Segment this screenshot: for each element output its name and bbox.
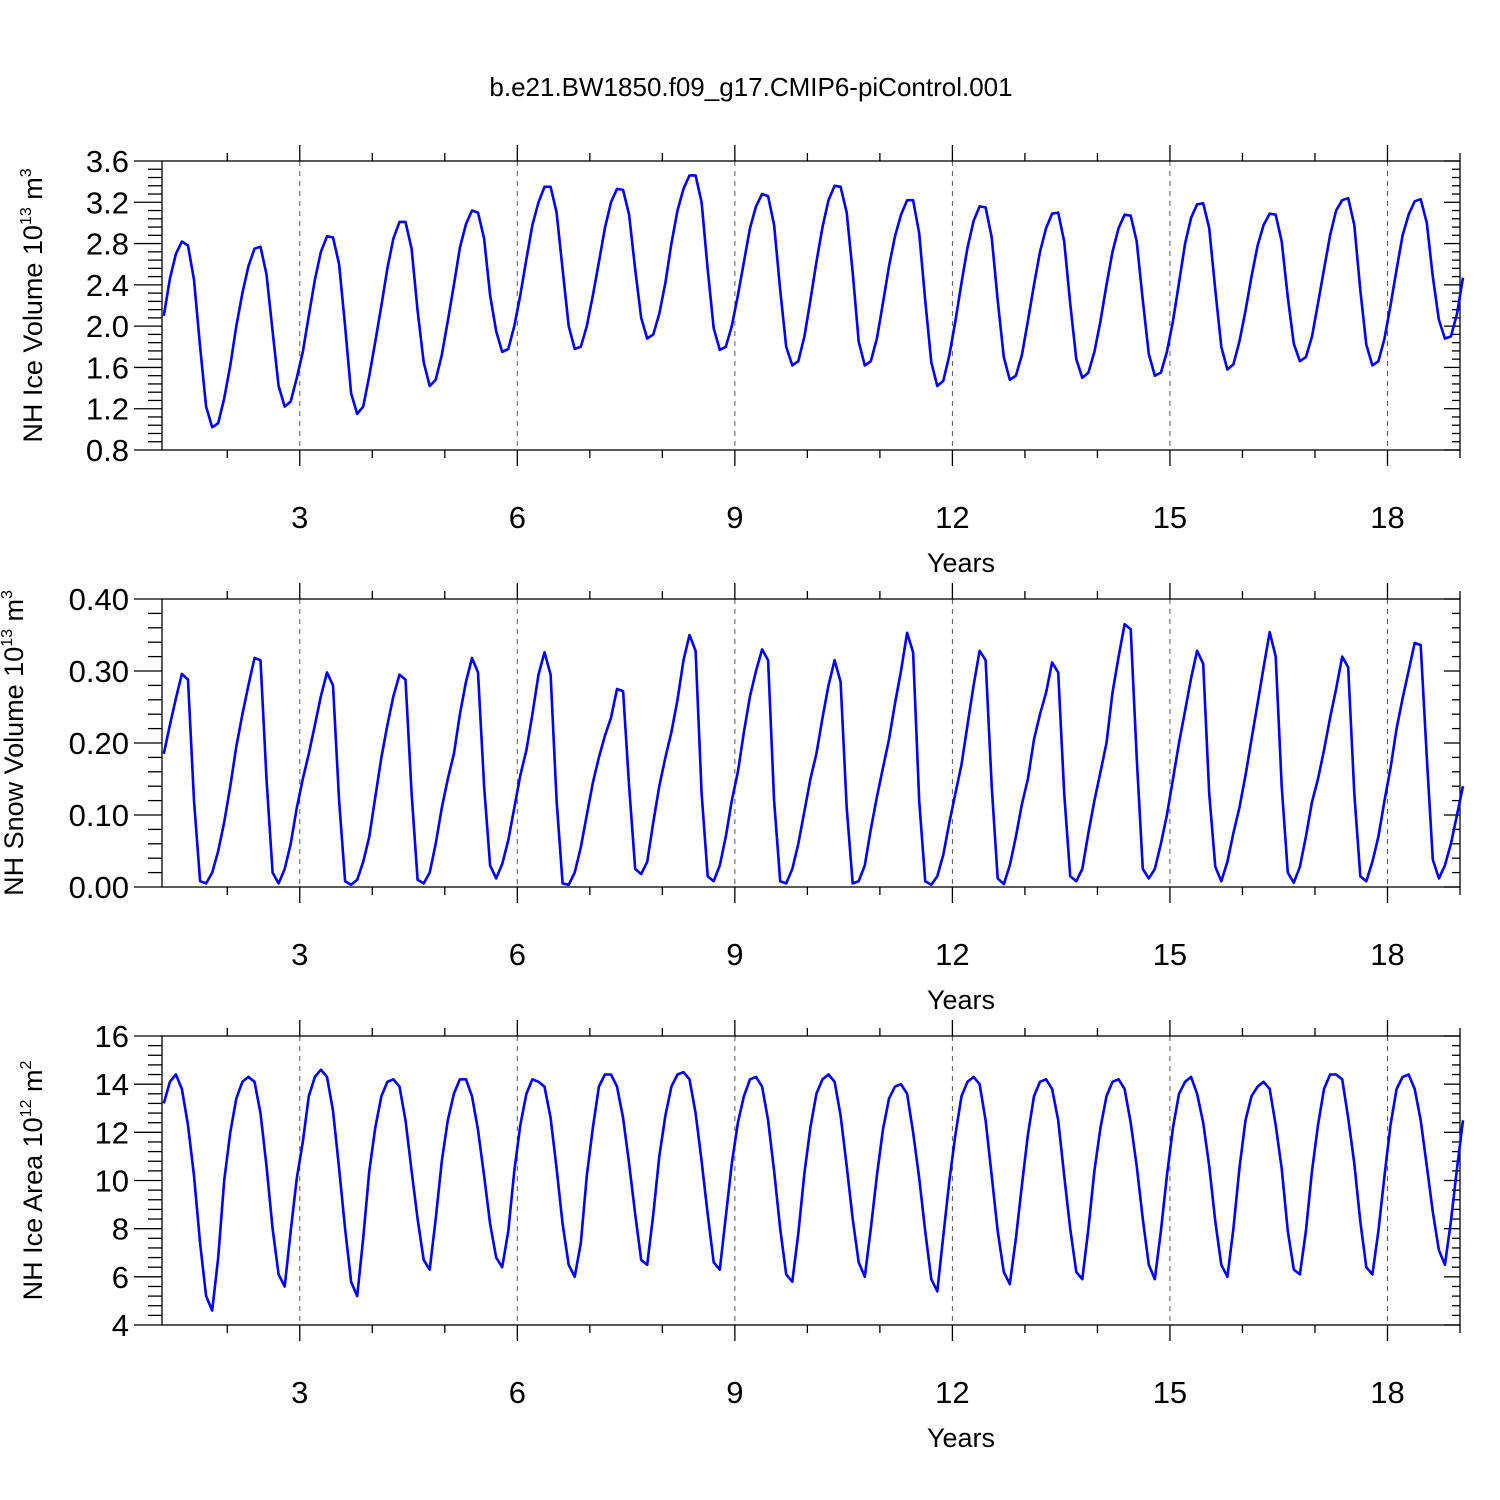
chart-title: b.e21.BW1850.f09_g17.CMIP6-piControl.001 xyxy=(489,72,1012,102)
plot-frame xyxy=(161,598,1461,888)
y-tick-label: 1.6 xyxy=(86,350,129,385)
y-tick-label: 12 xyxy=(95,1115,129,1150)
x-tick-label: 6 xyxy=(509,1375,526,1410)
chart-panels: 3 6 9 12 15 18 0.8 1.2 1.6 2.0 2.4 2.8 3.2 3.6 Years NH… xyxy=(0,144,1465,1453)
series-line-ice-area xyxy=(162,1068,1465,1312)
series-line-ice-volume xyxy=(162,174,1465,429)
x-tick-label: 6 xyxy=(509,500,526,535)
y-tick-label: 0.40 xyxy=(69,582,129,617)
plot-frame xyxy=(161,1035,1461,1326)
x-tick-label: 12 xyxy=(935,500,969,535)
plot-frame xyxy=(161,160,1461,451)
y-tick-label: 2.8 xyxy=(86,227,129,262)
y-tick-label: 10 xyxy=(95,1164,129,1199)
y-tick-label: 1.2 xyxy=(86,392,129,427)
y-tick-label: 14 xyxy=(95,1067,129,1102)
x-tick-label: 3 xyxy=(291,1375,308,1410)
x-tick-label: 9 xyxy=(726,500,743,535)
panel-ice-volume: 3 6 9 12 15 18 0.8 1.2 1.6 2.0 2.4 2.8 3.2 3.6 Years NH… xyxy=(18,144,1465,578)
y-tick-label: 4 xyxy=(112,1308,129,1343)
x-tick-label: 18 xyxy=(1370,500,1404,535)
x-tick-label: 3 xyxy=(291,937,308,972)
x-tick-label: 9 xyxy=(726,1375,743,1410)
y-tick-label: 0.20 xyxy=(69,726,129,761)
x-tick-label: 15 xyxy=(1153,500,1187,535)
y-tick-label: 2.4 xyxy=(86,268,129,303)
x-tick-label: 3 xyxy=(291,500,308,535)
y-tick-label: 0.30 xyxy=(69,654,129,689)
y-tick-label: 0.00 xyxy=(69,870,129,905)
y-tick-label: 16 xyxy=(95,1019,129,1054)
y-axis-label: NH Ice Area 1012 m2 xyxy=(18,1061,48,1301)
panel-snow-volume: 3 6 9 12 15 18 0.00 0.10 0.20 0.30 0.40 Years NH Sno… xyxy=(0,582,1465,1015)
x-tick-label: 6 xyxy=(509,937,526,972)
x-axis-label: Years xyxy=(927,1423,995,1453)
panel-ice-area: 3 6 9 12 15 18 4 6 8 10 12 14 16 Years NH Ice Area 101… xyxy=(18,1019,1465,1453)
x-tick-label: 18 xyxy=(1370,937,1404,972)
y-tick-label: 0.10 xyxy=(69,798,129,833)
y-axis-label: NH Snow Volume 1013 m3 xyxy=(0,590,29,896)
y-tick-label: 2.0 xyxy=(86,309,129,344)
y-tick-label: 8 xyxy=(112,1212,129,1247)
y-axis-label: NH Ice Volume 1013 m3 xyxy=(18,168,48,442)
x-axis-label: Years xyxy=(927,548,995,578)
y-tick-label: 3.2 xyxy=(86,185,129,220)
series-line-snow-volume xyxy=(162,622,1465,887)
y-tick-label: 6 xyxy=(112,1260,129,1295)
x-tick-label: 15 xyxy=(1153,937,1187,972)
y-tick-label: 3.6 xyxy=(86,144,129,179)
y-tick-label: 0.8 xyxy=(86,433,129,468)
x-tick-label: 15 xyxy=(1153,1375,1187,1410)
x-tick-label: 12 xyxy=(935,1375,969,1410)
x-tick-label: 12 xyxy=(935,937,969,972)
x-tick-label: 9 xyxy=(726,937,743,972)
x-axis-label: Years xyxy=(927,985,995,1015)
x-tick-label: 18 xyxy=(1370,1375,1404,1410)
